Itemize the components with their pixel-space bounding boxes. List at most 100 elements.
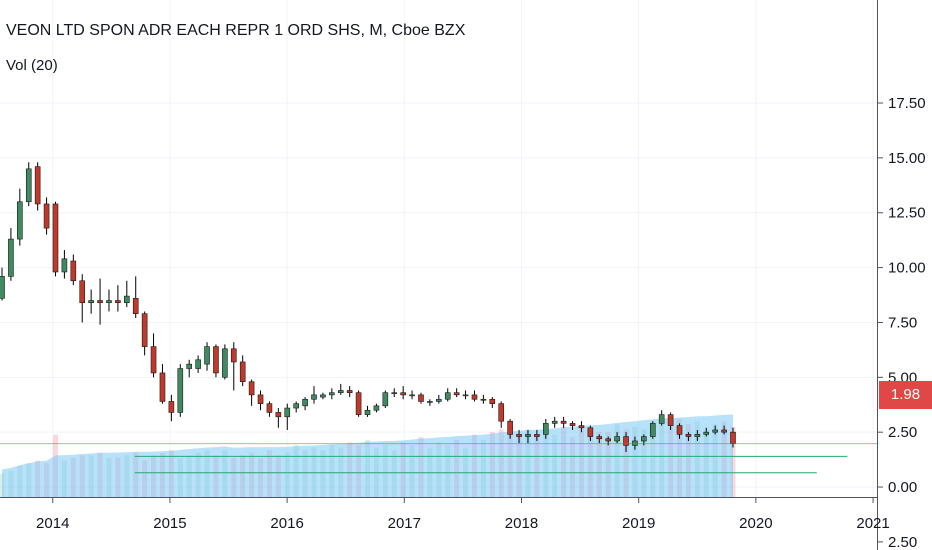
candle xyxy=(436,394,442,404)
candle xyxy=(43,197,50,235)
candle xyxy=(8,228,14,281)
candle-body xyxy=(106,300,112,304)
candle xyxy=(623,432,629,452)
candle-body xyxy=(124,295,130,304)
candle xyxy=(667,412,674,430)
candle xyxy=(17,188,23,246)
candle xyxy=(248,379,255,406)
candle-body xyxy=(542,423,549,435)
candle-body xyxy=(0,276,5,299)
candle xyxy=(480,394,487,404)
candle xyxy=(61,250,68,279)
candle xyxy=(266,401,273,417)
candle-body xyxy=(311,394,317,400)
candle xyxy=(721,425,727,435)
candle xyxy=(88,289,94,314)
y-tick-label: 17.50 xyxy=(888,95,926,112)
candle xyxy=(239,355,246,387)
candle xyxy=(195,355,201,373)
y-tick-label: 2.50 xyxy=(888,534,917,550)
time-axis[interactable]: 2014 2015 2016 2017 2018 2019 2020 2021 xyxy=(36,497,890,532)
candle xyxy=(52,201,59,277)
candle xyxy=(614,432,620,444)
candle-body xyxy=(409,394,415,397)
candle-body xyxy=(25,168,32,203)
candle-body xyxy=(649,423,656,437)
y-tick-label: 15.00 xyxy=(888,150,926,167)
candle xyxy=(177,364,184,417)
x-tick-label: 2021 xyxy=(856,515,889,532)
candle xyxy=(649,421,656,439)
candle xyxy=(124,280,130,308)
candle-body xyxy=(115,300,121,304)
candle xyxy=(329,388,335,400)
y-tick-label: 10.00 xyxy=(888,260,926,277)
candle xyxy=(0,267,5,301)
candle xyxy=(355,390,362,417)
candle-body xyxy=(141,313,148,347)
candle-body xyxy=(222,348,228,378)
candle-body xyxy=(230,348,237,363)
candle xyxy=(498,401,505,428)
symbol-title: VEON LTD SPON ADR EACH REPR 1 ORD SHS, M… xyxy=(6,22,466,39)
candle xyxy=(25,162,32,207)
candle xyxy=(400,386,406,400)
candle xyxy=(444,388,451,402)
candle xyxy=(525,429,531,444)
candle-body xyxy=(436,398,442,402)
trendlines[interactable] xyxy=(134,455,848,474)
candle xyxy=(578,421,585,433)
candle-body xyxy=(382,392,389,407)
candles xyxy=(0,162,736,452)
y-tick-label: 0.00 xyxy=(888,479,917,496)
candle-body xyxy=(34,166,41,205)
candle xyxy=(132,276,139,319)
candle-body xyxy=(560,420,567,424)
candle-body xyxy=(88,300,94,304)
candle-body xyxy=(685,434,692,437)
candle xyxy=(685,432,692,441)
x-tick-label: 2014 xyxy=(36,515,69,532)
candle xyxy=(34,162,41,211)
candle-body xyxy=(489,398,496,404)
volume-indicator-label[interactable]: Vol (20) xyxy=(6,57,58,74)
candle-body xyxy=(525,434,531,437)
candle xyxy=(293,401,299,413)
y-tick-label: 12.50 xyxy=(888,205,926,222)
candle xyxy=(427,399,433,406)
candle xyxy=(150,333,157,378)
candle-body xyxy=(551,420,558,424)
candle xyxy=(373,403,380,413)
candle xyxy=(70,254,77,286)
candle xyxy=(391,388,398,398)
candle xyxy=(587,425,594,441)
candle-body xyxy=(132,298,139,314)
candle-body xyxy=(61,258,68,273)
candle xyxy=(534,429,540,441)
candle-body xyxy=(480,398,487,401)
candle-body xyxy=(462,394,469,397)
candle xyxy=(382,390,389,409)
volume-ma-area xyxy=(2,414,733,497)
candle-body xyxy=(168,401,175,413)
grid-lines xyxy=(0,0,877,497)
candle-body xyxy=(569,423,576,426)
candle xyxy=(569,421,576,430)
candle-body xyxy=(676,425,683,435)
candle xyxy=(141,311,148,356)
candle-body xyxy=(427,401,433,403)
candle-body xyxy=(471,394,478,400)
candle xyxy=(489,397,496,409)
candle-body xyxy=(507,420,513,435)
candle-body xyxy=(641,436,647,442)
candle-body xyxy=(8,238,14,277)
candle-body xyxy=(177,368,184,413)
x-tick-label: 2016 xyxy=(270,515,303,532)
candle-body xyxy=(186,363,193,369)
candle xyxy=(257,390,264,411)
candle-body xyxy=(596,436,603,440)
candle-body xyxy=(453,392,460,396)
candle xyxy=(186,359,193,378)
